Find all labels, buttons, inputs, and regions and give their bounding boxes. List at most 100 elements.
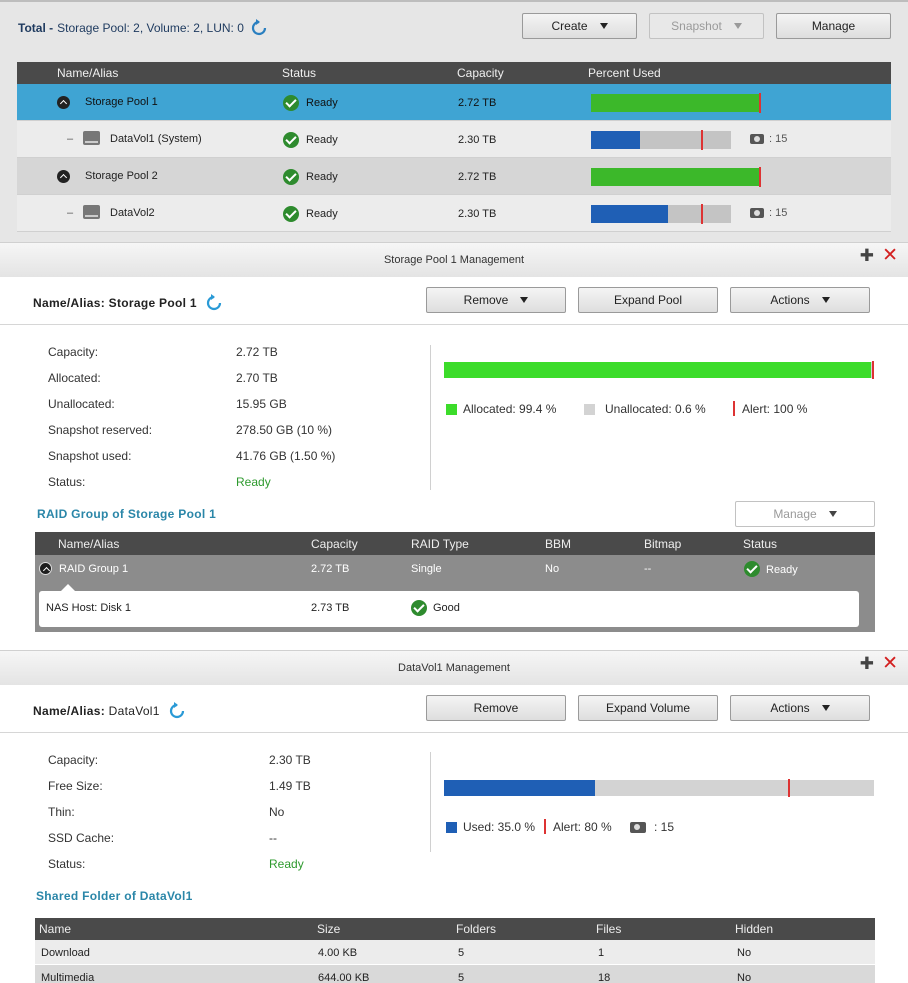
volume-row[interactable]: – DataVol1 (System) Ready 2.30 TB: 15 [17, 121, 891, 158]
expand-pool-button[interactable]: Expand Pool [578, 287, 718, 313]
alert-swatch [733, 401, 735, 416]
raid-manage-button[interactable]: Manage [735, 501, 875, 527]
pool-legend-unallocated: Unallocated: 0.6 % [584, 402, 706, 416]
raid-table-header: Name/Alias Capacity RAID Type BBM Bitmap… [35, 532, 875, 555]
col-capacity: Capacity [457, 66, 504, 80]
vol-actions-button[interactable]: Actions [730, 695, 870, 721]
sf-cell-files: 1 [598, 947, 605, 959]
volume-row[interactable]: – DataVol2 Ready 2.30 TB: 15 [17, 195, 891, 232]
col-percent: Percent Used [588, 66, 661, 80]
raid-table: Name/Alias Capacity RAID Type BBM Bitmap… [35, 532, 875, 632]
vol-remove-label: Remove [473, 701, 519, 715]
total-text: Storage Pool: 2, Volume: 2, LUN: 0 [57, 21, 244, 35]
collapse-icon[interactable] [57, 170, 70, 183]
row-capacity: 2.30 TB [458, 208, 497, 220]
refresh-icon[interactable] [250, 19, 268, 37]
field-label: Snapshot used: [48, 449, 132, 463]
row-capacity: 2.72 TB [458, 97, 497, 109]
raid-col-status: Status [743, 537, 778, 551]
raid-group-name: RAID Group 1 [59, 563, 129, 575]
alert-swatch [544, 819, 546, 834]
sf-cell-hidden: No [737, 947, 752, 959]
field-label: Thin: [48, 805, 75, 819]
pool-allocation-bar [444, 361, 874, 379]
row-status: Ready [306, 208, 338, 220]
pool-panel-title: Storage Pool 1 Management [383, 254, 525, 266]
raid-group-bitmap: -- [644, 563, 652, 575]
pool-actions-button[interactable]: Actions [730, 287, 870, 313]
field-value: Ready [269, 857, 304, 871]
create-button[interactable]: Create [522, 13, 637, 39]
expand-volume-label: Expand Volume [605, 701, 691, 715]
vol-panel-title: DataVol1 Management [398, 662, 510, 674]
close-icon[interactable]: ✕ [882, 245, 898, 266]
pool-row[interactable]: Storage Pool 2 Ready 2.72 TB [17, 158, 891, 195]
pool-remove-button[interactable]: Remove [426, 287, 566, 313]
alert-marker [759, 167, 761, 187]
raid-col-type: RAID Type [411, 537, 469, 551]
check-icon [411, 600, 427, 616]
field-value: 278.50 GB (10 %) [236, 423, 333, 437]
field-label: Capacity: [48, 345, 99, 359]
row-capacity: 2.72 TB [458, 171, 497, 183]
shared-folder-row[interactable]: Multimedia 644.00 KB 5 18 No [35, 965, 875, 983]
vol-snap-legend-text: : 15 [654, 820, 675, 834]
expand-pool-label: Expand Pool [613, 293, 683, 307]
check-icon [283, 206, 299, 222]
chevron-down-icon [599, 23, 608, 29]
expand-volume-button[interactable]: Expand Volume [578, 695, 718, 721]
field-value: 2.30 TB [269, 753, 311, 767]
plus-icon[interactable]: ✚ [859, 654, 874, 673]
raid-group-capacity: 2.72 TB [311, 563, 350, 575]
pool-allocation-fill [444, 362, 871, 378]
chevron-down-icon [828, 511, 837, 517]
check-icon [744, 561, 760, 577]
shared-folder-table: Name Size Folders Files Hidden Download 4… [35, 918, 875, 983]
allocated-legend-text: Allocated: 99.4 % [463, 402, 557, 416]
pool-name-value: Storage Pool 1 [108, 296, 197, 310]
pool-row[interactable]: Storage Pool 1 Ready 2.72 TB [17, 84, 891, 121]
shared-folder-row[interactable]: Download 4.00 KB 5 1 No [35, 940, 875, 965]
raid-col-bbm: BBM [545, 537, 572, 551]
check-icon [283, 132, 299, 148]
col-status: Status [282, 66, 317, 80]
field-label: Unallocated: [48, 397, 115, 411]
field-value: 2.70 TB [236, 371, 278, 385]
sf-cell-folders: 5 [458, 972, 465, 983]
tree-connector: – [67, 133, 74, 145]
vol-name-alias: Name/Alias: DataVol1 [33, 702, 186, 720]
row-status: Ready [306, 171, 338, 183]
refresh-icon[interactable] [168, 702, 186, 720]
collapse-icon[interactable] [57, 96, 70, 109]
sf-cell-hidden: No [737, 972, 752, 983]
raid-disk-name: NAS Host: Disk 1 [46, 602, 131, 614]
manage-button[interactable]: Manage [776, 13, 891, 39]
used-swatch [446, 821, 457, 833]
pool-panel-titlebar: Storage Pool 1 Management ✚ ✕ [0, 242, 908, 278]
vol-name-label: Name/Alias: [33, 704, 105, 718]
sf-cell-files: 18 [598, 972, 611, 983]
refresh-icon[interactable] [205, 294, 223, 312]
raid-disk-row[interactable]: NAS Host: Disk 1 2.73 TB Good [39, 584, 859, 627]
raid-group-row[interactable]: RAID Group 1 2.72 TB Single No -- Ready [35, 555, 875, 591]
snapshot-button[interactable]: Snapshot [649, 13, 764, 39]
chevron-down-icon [520, 297, 529, 303]
pool-namebar: Name/Alias: Storage Pool 1 Remove Expand… [0, 277, 908, 325]
vol-usage-fill [444, 780, 595, 796]
plus-icon[interactable]: ✚ [859, 246, 874, 265]
sf-col-folders: Folders [456, 922, 497, 936]
unallocated-swatch [584, 403, 595, 415]
vol-remove-button[interactable]: Remove [426, 695, 566, 721]
row-capacity: 2.30 TB [458, 134, 497, 146]
percent-used-fill [591, 94, 760, 112]
field-value: 2.72 TB [236, 345, 278, 359]
row-status: Ready [306, 97, 338, 109]
collapse-icon[interactable] [39, 562, 52, 575]
field-label: Allocated: [48, 371, 101, 385]
chevron-down-icon [821, 705, 830, 711]
raid-disk-status: Good [433, 602, 460, 614]
field-value: -- [269, 831, 277, 845]
close-icon[interactable]: ✕ [882, 653, 898, 674]
pool-alert-marker [872, 361, 874, 379]
storage-table-header: Name/Alias Status Capacity Percent Used [17, 62, 891, 84]
